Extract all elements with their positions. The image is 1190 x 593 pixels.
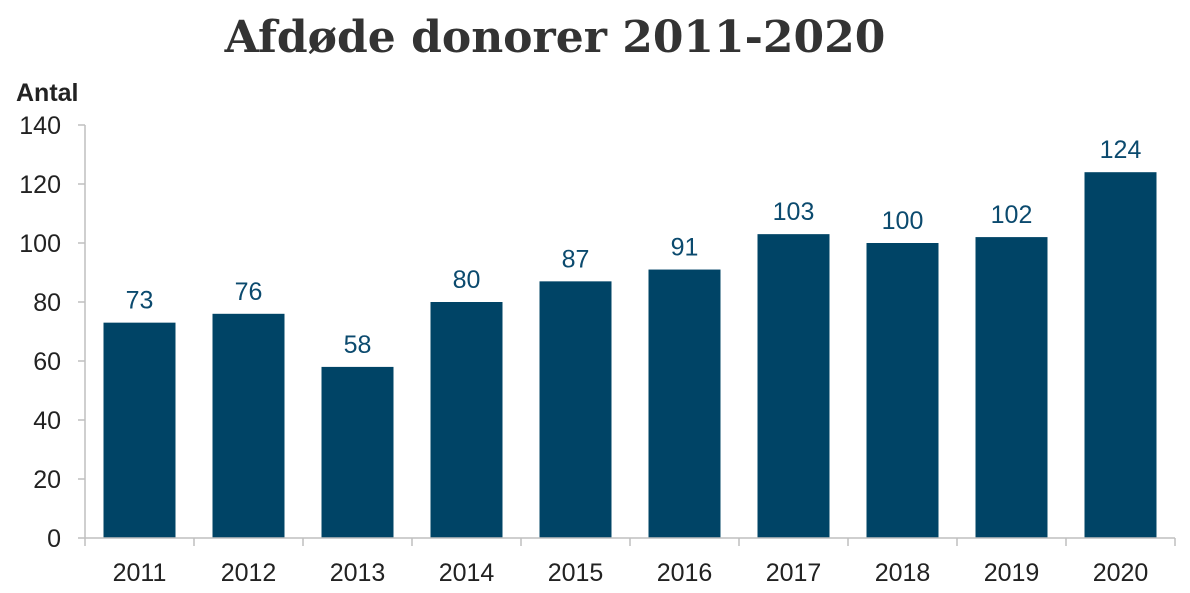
y-tick-label: 40 [33, 407, 61, 435]
data-label: 91 [671, 234, 699, 262]
bar [539, 281, 612, 538]
bar [757, 234, 830, 538]
x-tick-label: 2013 [330, 559, 386, 587]
x-tick-label: 2019 [984, 559, 1040, 587]
data-label: 76 [235, 278, 263, 306]
data-label: 102 [991, 201, 1033, 229]
x-tick-label: 2014 [439, 559, 495, 587]
bar [321, 366, 394, 538]
axes [84, 125, 1175, 539]
bars [103, 172, 1157, 538]
data-label: 100 [882, 207, 924, 235]
y-tick-label: 60 [33, 348, 61, 376]
data-label: 87 [562, 245, 590, 273]
x-tick-label: 2017 [766, 559, 822, 587]
y-tick-label: 20 [33, 466, 61, 494]
bar [1084, 172, 1157, 538]
x-tick-label: 2020 [1093, 559, 1149, 587]
data-labels: 73 76 58 80 87 91 103 100 102 124 [126, 136, 1142, 359]
x-tick-label: 2015 [548, 559, 604, 587]
y-tick-label: 0 [47, 525, 61, 553]
x-tick-label: 2018 [875, 559, 931, 587]
data-label: 124 [1100, 136, 1142, 164]
bar [866, 243, 939, 538]
x-tick-label: 2016 [657, 559, 713, 587]
bar [103, 322, 176, 538]
y-axis-ticks: 0 20 40 60 80 100 120 140 [19, 112, 85, 553]
x-tick-label: 2012 [221, 559, 277, 587]
y-tick-label: 120 [19, 171, 61, 199]
data-label: 73 [126, 287, 154, 315]
bar [212, 313, 285, 538]
data-label: 80 [453, 266, 481, 294]
bar [430, 302, 503, 538]
data-label: 58 [344, 331, 372, 359]
data-label: 103 [773, 198, 815, 226]
y-tick-label: 100 [19, 230, 61, 258]
bar [648, 269, 721, 538]
y-axis-unit-label: Antal [16, 79, 79, 107]
x-tick-label: 2011 [113, 559, 167, 587]
chart-title: Afdøde donorer 2011-2020 [224, 12, 886, 63]
y-tick-label: 140 [19, 112, 61, 140]
x-axis-ticks: 2011 2012 2013 2014 2015 2016 2017 2018 2019 2020 [84, 538, 1176, 587]
y-tick-label: 80 [33, 289, 61, 317]
bar [975, 237, 1048, 538]
